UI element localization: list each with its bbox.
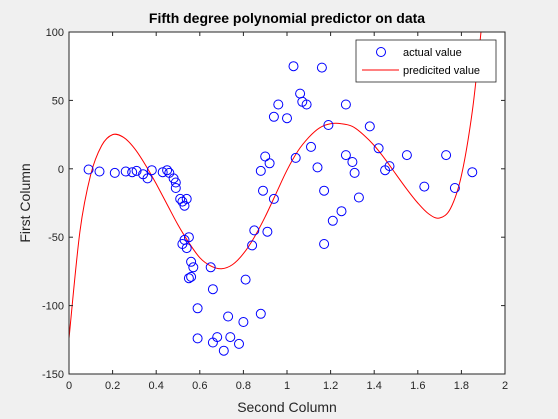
legend-label-predicted: predicited value [403, 65, 480, 77]
data-point [316, 62, 327, 73]
data-point [364, 121, 375, 132]
x-tick-label: 0 [66, 380, 72, 392]
data-point [234, 338, 244, 349]
data-point [162, 165, 173, 176]
data-point [247, 240, 258, 251]
data-point [268, 111, 279, 122]
data-point [157, 167, 168, 178]
data-point [419, 181, 430, 192]
data-point [249, 225, 260, 236]
data-point [336, 206, 347, 217]
data-point [131, 165, 142, 176]
x-axis-label: Second Column [237, 399, 337, 415]
data-point [373, 143, 384, 154]
data-point [179, 200, 190, 211]
data-point [83, 164, 94, 175]
data-point [306, 141, 316, 152]
data-point [327, 215, 338, 226]
data-point [255, 308, 266, 319]
data-point [181, 193, 192, 204]
data-point [170, 177, 181, 188]
legend-label-actual: actual value [403, 47, 462, 59]
x-tick-label: 0.4 [149, 380, 164, 392]
data-point [142, 173, 153, 184]
data-point [262, 226, 273, 237]
data-point [181, 243, 192, 254]
data-point [120, 166, 131, 177]
data-point [273, 99, 284, 110]
x-tick-label: 0.8 [236, 380, 251, 392]
data-point [384, 161, 395, 172]
data-point [258, 185, 268, 196]
y-tick-label: 50 [52, 95, 64, 107]
data-point [223, 311, 234, 322]
actual-points [83, 61, 478, 356]
data-point [467, 167, 478, 178]
data-point [312, 162, 323, 173]
data-point [183, 273, 194, 284]
data-point [207, 284, 218, 295]
data-point [340, 150, 351, 161]
data-point [441, 150, 452, 161]
data-point [186, 271, 197, 282]
data-point [282, 113, 292, 124]
data-point [225, 332, 236, 343]
data-point [212, 332, 223, 343]
data-point [319, 185, 330, 196]
data-point [319, 239, 330, 249]
x-tick-label: 2 [502, 380, 508, 392]
data-point [146, 165, 157, 176]
y-tick-label: -150 [42, 369, 64, 381]
data-point [353, 192, 364, 203]
data-point [186, 256, 197, 267]
data-point [323, 120, 334, 130]
plot-area [69, 32, 505, 374]
data-point [401, 150, 412, 161]
data-point [127, 167, 138, 178]
data-point [192, 333, 203, 344]
data-point [205, 262, 216, 273]
x-tick-label: 0.2 [105, 380, 120, 392]
data-point [188, 262, 199, 273]
data-point [347, 157, 358, 167]
x-tick-label: 1.2 [323, 380, 338, 392]
data-point [290, 152, 301, 163]
x-tick-label: 0.6 [192, 380, 207, 392]
data-point [192, 303, 203, 314]
data-point [340, 99, 351, 110]
x-tick-label: 1.8 [454, 380, 469, 392]
data-point [170, 183, 181, 193]
data-point [238, 317, 249, 327]
data-point [301, 99, 312, 110]
data-point [109, 167, 120, 178]
data-point [255, 165, 266, 176]
chart-title: Fifth degree polynomial predictor on dat… [149, 10, 425, 26]
y-tick-label: 100 [46, 27, 64, 39]
data-point [264, 158, 275, 169]
legend-marker-actual [376, 47, 386, 57]
x-tick-label: 1.6 [410, 380, 425, 392]
data-point [349, 167, 360, 178]
predicted-curve [69, 32, 482, 339]
x-tick-label: 1 [284, 380, 290, 392]
x-tick-label: 1.4 [367, 380, 382, 392]
y-axis-ticks: -150 -100 -50 0 50 100 [42, 27, 505, 381]
data-point [94, 166, 105, 177]
y-tick-label: -50 [48, 232, 64, 244]
data-point [268, 193, 279, 204]
series-layer [69, 32, 482, 356]
legend: actual value predicited value [355, 39, 497, 83]
legend-box [355, 39, 497, 83]
y-tick-label: -100 [42, 301, 64, 313]
data-point [183, 232, 194, 243]
data-point [240, 274, 251, 285]
y-axis-label: First Column [17, 163, 33, 242]
data-point [288, 61, 299, 72]
y-tick-label: 0 [58, 164, 64, 176]
data-point [449, 183, 460, 193]
x-axis-ticks: 0 0.2 0.4 0.6 0.8 1 1.2 1.4 1.6 1.8 2 [66, 32, 508, 392]
data-point [218, 345, 229, 356]
